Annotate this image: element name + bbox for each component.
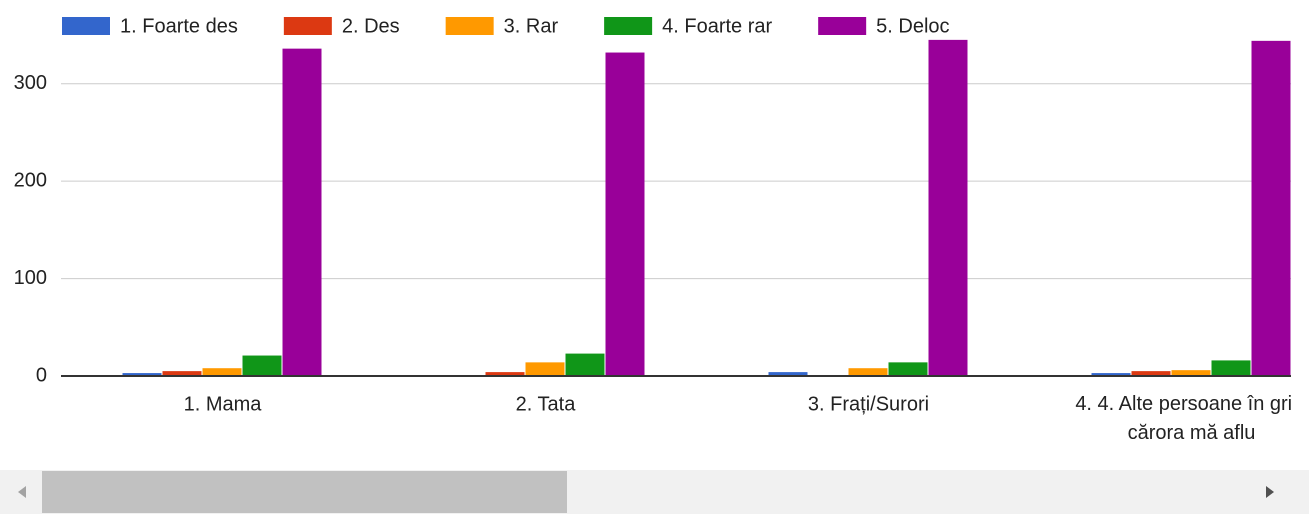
x-tick-label: 4. 4. Alte persoane în grija cărora mă af… <box>1075 393 1308 444</box>
legend-label: 1. Foarte des <box>120 15 238 37</box>
legend-label: 3. Rar <box>504 15 559 37</box>
bar <box>1251 40 1291 377</box>
y-tick-label: 0 <box>36 364 47 386</box>
legend-swatch <box>445 17 494 35</box>
x-tick-label: 2. Tata <box>516 393 577 415</box>
bar <box>242 355 282 376</box>
plot-area: 0 100 200 300 1. Foarte des 2. Des 3. Rar 4. Fo… <box>14 15 1308 444</box>
y-tick-label: 300 <box>14 72 47 94</box>
bar <box>202 368 242 376</box>
bar <box>1131 371 1171 376</box>
bar <box>1211 360 1251 376</box>
x-tick-label: 1. Mama <box>184 393 263 415</box>
bar <box>525 362 565 376</box>
bar <box>1171 370 1211 376</box>
y-tick-label: 200 <box>14 169 47 191</box>
bar <box>928 39 968 376</box>
legend-swatch <box>604 17 653 35</box>
bar <box>1091 373 1131 376</box>
scroll-thumb[interactable] <box>42 471 567 513</box>
bar <box>485 372 525 376</box>
scroll-left-arrow[interactable] <box>18 486 26 498</box>
legend-swatch <box>283 17 332 35</box>
legend-label: 2. Des <box>342 15 400 37</box>
bar <box>565 353 605 376</box>
legend-label: 5. Deloc <box>876 15 949 37</box>
scrollbar[interactable] <box>0 470 1309 514</box>
legend-label: 4. Foarte rar <box>662 15 772 37</box>
legend-swatch <box>818 17 867 35</box>
bar <box>162 371 202 376</box>
bar <box>122 373 162 376</box>
legend-swatch <box>62 17 110 35</box>
bar <box>848 368 888 376</box>
bar <box>605 52 645 377</box>
scroll-right-arrow[interactable] <box>1266 486 1274 498</box>
y-tick-label: 100 <box>14 267 47 289</box>
bar <box>768 372 808 376</box>
bar <box>282 48 322 376</box>
bar <box>888 362 928 376</box>
x-tick-label: 3. Frați/Surori <box>808 393 929 415</box>
